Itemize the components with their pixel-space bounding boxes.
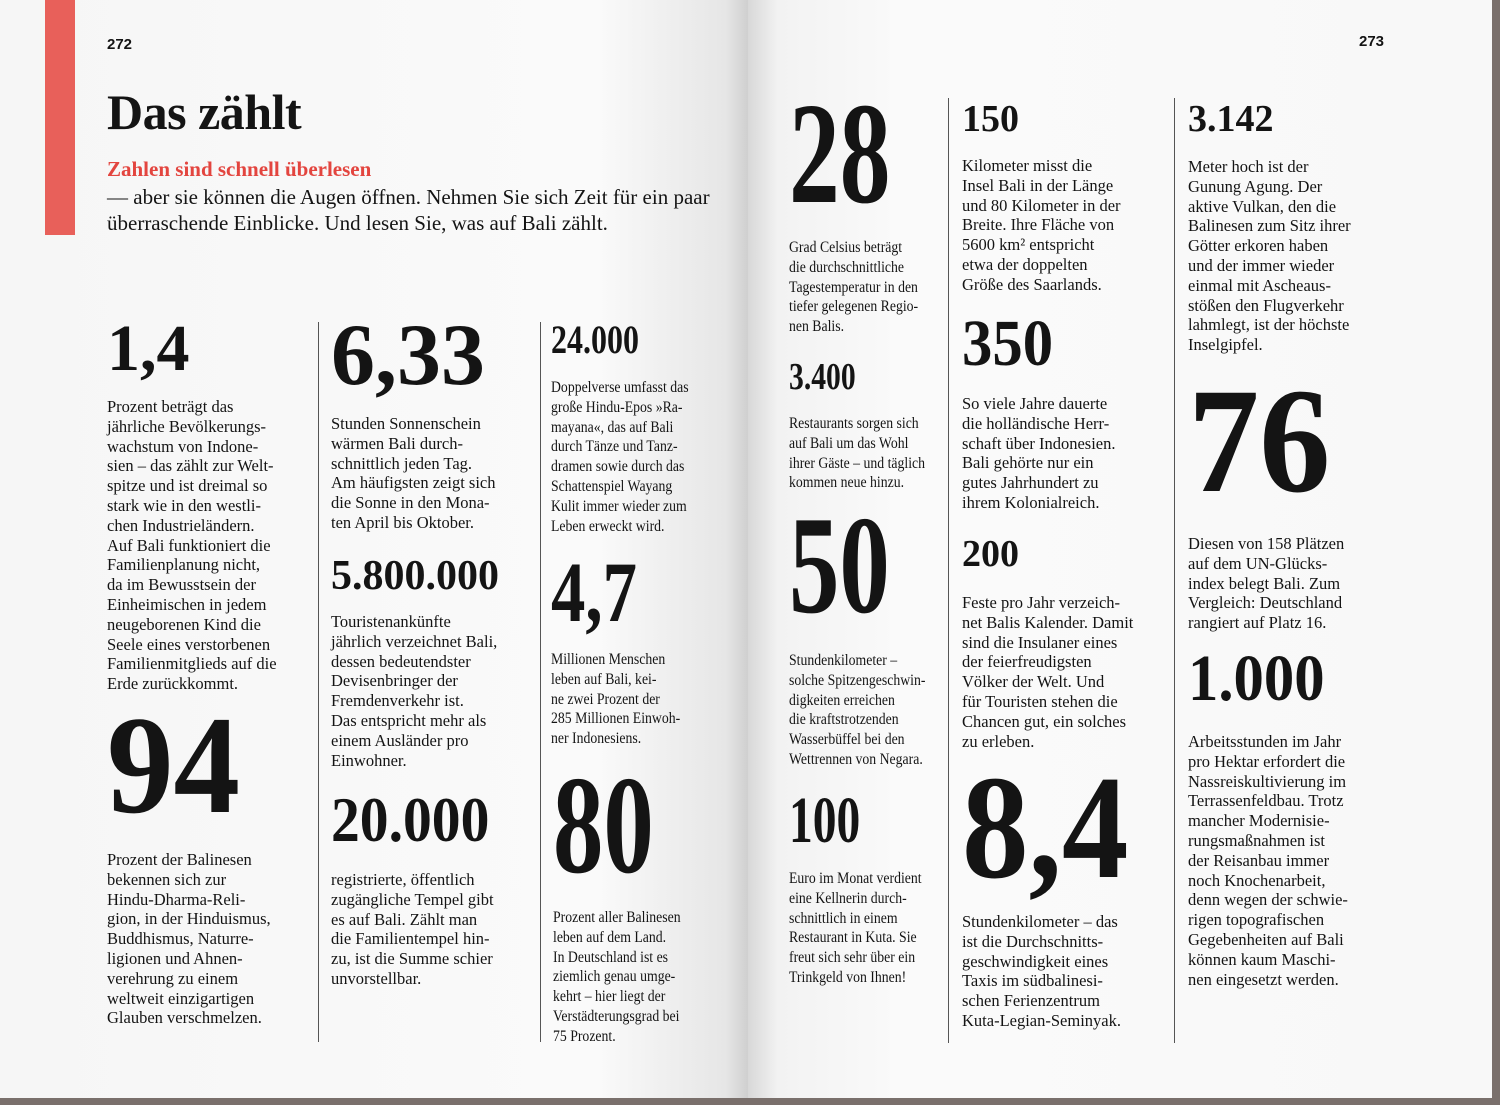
fact-number: 20.000 [331,784,490,855]
fact-text: Restaurants sorgen sich auf Bali um das … [789,415,926,492]
fact-number: 24.000 [551,317,639,362]
fact-number: 1,4 [107,312,190,385]
fact-number: 4,7 [551,544,637,640]
fact-text: Stundenkilometer – das ist die Durchschn… [962,912,1121,1030]
fact-text: Meter hoch ist der Gunung Agung. Der akt… [1188,157,1351,355]
fact-text: Arbeitsstunden im Jahr pro Hektar erford… [1188,732,1348,989]
fact-block: 3.400 Restaurants sorgen sich auf Bali u… [789,356,925,491]
fact-block: 5.800.000 Touristenankünfte jährlich ver… [331,553,499,770]
page-number: 273 [1359,33,1385,50]
fact-block: 24.000 Doppelverse umfasst das große Hin… [551,317,689,535]
fact-block: 3.142 Meter hoch ist der Gunung Agung. D… [1188,98,1351,354]
fact-text: Feste pro Jahr verzeich- net Balis Kalen… [962,593,1134,751]
intro-rest: — aber sie können die Augen öffnen. Nehm… [107,185,710,235]
fact-block: 100 Euro im Monat verdient eine Kellneri… [789,784,922,986]
fact-text: Kilometer misst die Insel Bali in der Lä… [962,156,1121,294]
fact-text: So viele Jahre dauerte die holländische … [962,394,1116,512]
fact-number: 94 [107,688,240,843]
page-title: Das zählt [107,84,302,140]
column-divider [318,322,319,1042]
fact-text: Touristenankünfte jährlich verzeichnet B… [331,612,498,770]
fact-block: 200 Feste pro Jahr verzeich- net Balis K… [962,533,1133,751]
fact-block: 1,4 Prozent beträgt das jährliche Bevölk… [107,312,277,694]
fact-text: Millionen Menschen leben auf Bali, kei- … [551,651,681,748]
page-number: 272 [107,36,133,53]
intro-highlight: Zahlen sind schnell überlesen [107,157,372,181]
column-divider [1174,98,1175,1043]
column-divider [948,98,949,1043]
fact-block: 4,7 Millionen Menschen leben auf Bali, k… [551,544,680,747]
fact-text: Prozent beträgt das jährliche Bevölkerun… [107,397,277,694]
fact-block: 94 Prozent der Balinesen bekennen sich z… [107,688,271,1028]
fact-text: Stundenkilometer – solche Spitzengeschwi… [789,652,926,768]
fact-number: 3.400 [789,356,856,398]
fact-block: 50 Stundenkilometer – solche Spitzengesc… [789,488,929,768]
fact-number: 3.142 [1188,98,1274,140]
fact-number: 76 [1188,358,1331,524]
fact-text: Diesen von 158 Plätzen auf dem UN-Glücks… [1188,534,1345,633]
fact-text: Euro im Monat verdient eine Kellnerin du… [789,870,922,986]
fact-number: 80 [553,748,654,903]
left-page: 272 Das zählt Zahlen sind schnell überle… [0,0,748,1098]
fact-number: 150 [962,98,1019,140]
fact-block: 8,4 Stundenkilometer – das ist die Durch… [962,746,1147,1030]
fact-number: 200 [962,533,1019,575]
fact-block: 28 Grad Celsius beträgt die durchschnitt… [789,74,934,336]
fact-block: 20.000 registrierte, öffentlich zugängli… [331,784,507,988]
fact-text: Prozent aller Balinesen leben auf dem La… [553,909,681,1045]
fact-text: registrierte, öffentlich zugängliche Tem… [331,870,494,988]
fact-number: 6,33 [331,307,485,404]
fact-number: 50 [789,488,890,643]
fact-block: 350 So viele Jahre dauerte die holländis… [962,307,1116,512]
right-page: 273 28 Grad Celsius beträgt die durchsch… [748,0,1492,1098]
column-divider [540,322,541,1042]
fact-block: 1.000 Arbeitsstunden im Jahr pro Hektar … [1188,642,1348,989]
fact-block: 80 Prozent aller Balinesen leben auf dem… [553,748,693,1045]
fact-number: 5.800.000 [331,553,499,599]
fact-number: 8,4 [962,746,1129,910]
fact-text: Grad Celsius beträgt die durchschnittlic… [789,239,919,336]
fact-block: 150 Kilometer misst die Insel Bali in de… [962,98,1121,294]
fact-text: Stunden Sonnenschein wärmen Bali durch- … [331,414,496,532]
accent-bar [45,0,75,235]
fact-number: 100 [789,784,861,857]
fact-block: 76 Diesen von 158 Plätzen auf dem UN-Glü… [1188,358,1344,632]
fact-number: 350 [962,307,1054,380]
fact-text: Doppelverse umfasst das große Hindu-Epos… [551,379,689,535]
fact-number: 1.000 [1188,642,1325,715]
fact-text: Prozent der Balinesen bekennen sich zur … [107,850,271,1028]
fact-block: 6,33 Stunden Sonnenschein wärmen Bali du… [331,307,496,532]
fact-number: 28 [789,74,891,234]
